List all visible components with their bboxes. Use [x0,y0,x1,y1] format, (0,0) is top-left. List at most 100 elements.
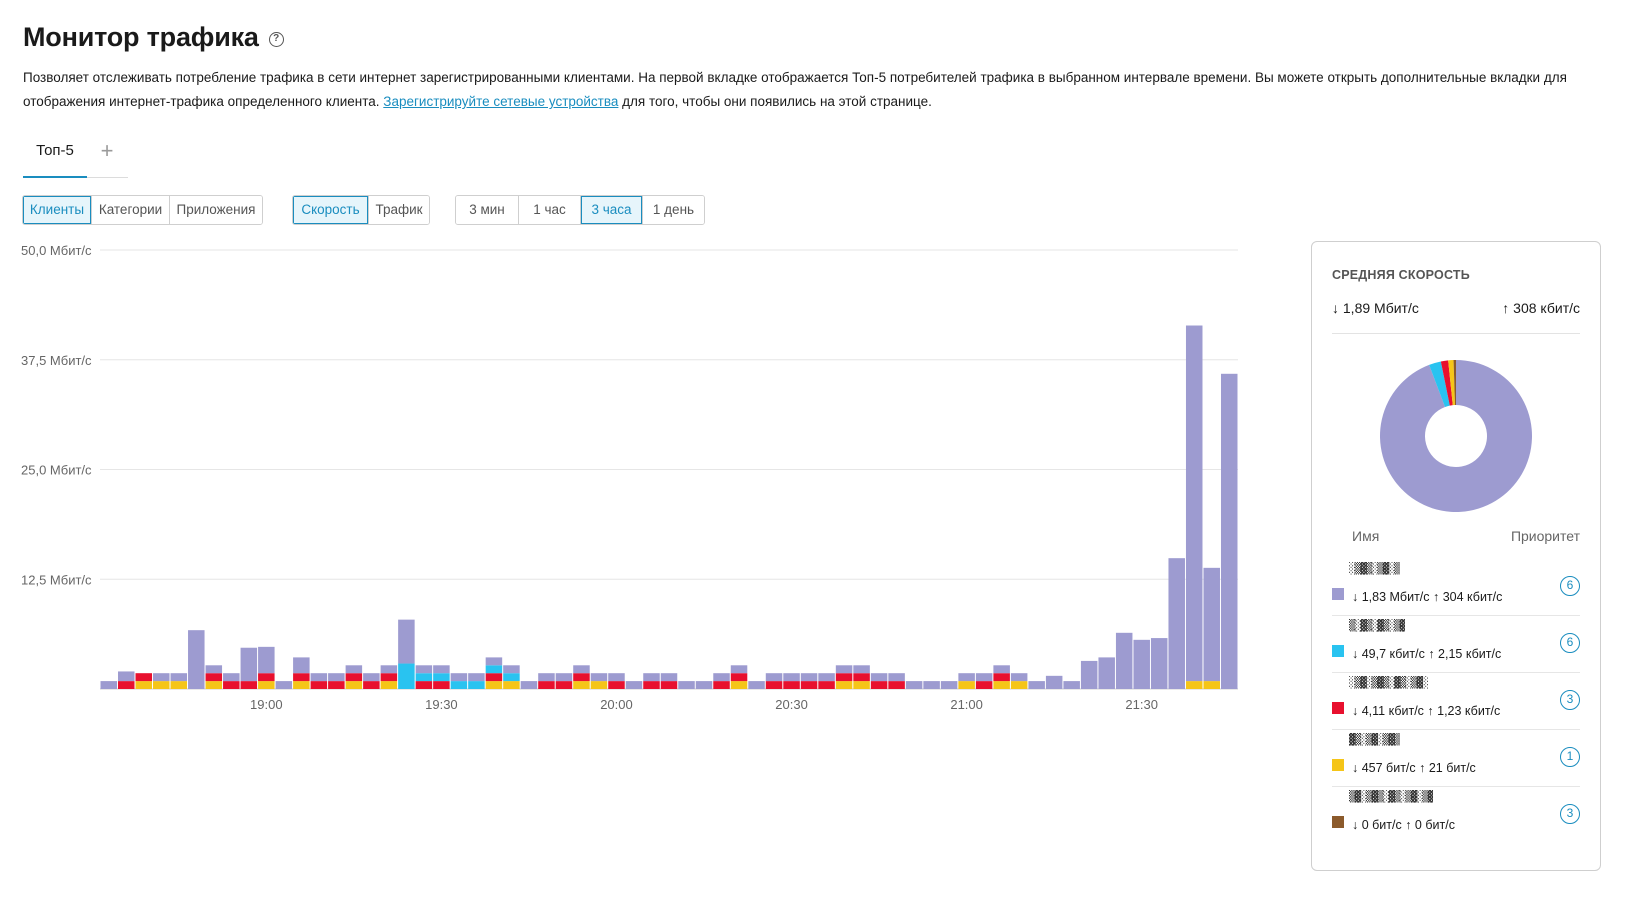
chart-bar[interactable] [1203,567,1220,682]
chart-bar[interactable] [380,673,398,682]
chart-bar[interactable] [660,673,678,682]
chart-bar[interactable] [713,673,730,682]
chart-bar[interactable] [1063,681,1080,689]
add-tab-button[interactable]: + [100,138,114,163]
chart-bar[interactable] [468,673,485,682]
chart-bar[interactable] [835,673,853,682]
chart-bar[interactable] [223,681,240,689]
chart-bar[interactable] [590,673,608,682]
chart-bar[interactable] [118,671,135,682]
chart-bar[interactable] [905,681,923,689]
chart-bar[interactable] [1168,558,1185,689]
chart-bar[interactable] [975,681,993,689]
chart-bar[interactable] [450,673,468,682]
chart-bar[interactable] [800,673,818,682]
metric-speed-button[interactable]: Скорость [293,196,368,224]
chart-bar[interactable] [433,665,450,674]
client-priority-badge[interactable]: 1 [1560,747,1580,767]
chart-bar[interactable] [118,681,135,689]
chart-bar[interactable] [713,681,730,689]
chart-bar[interactable] [223,673,240,682]
client-priority-badge[interactable]: 6 [1560,576,1580,596]
chart-bar[interactable] [625,681,643,689]
register-devices-link[interactable]: Зарегистрируйте сетевые устройства [383,94,619,109]
chart-bar[interactable] [555,681,573,689]
chart-bar[interactable] [730,681,748,689]
chart-bar[interactable] [503,665,520,674]
chart-bar[interactable] [1045,675,1063,689]
chart-bar[interactable] [608,673,625,682]
chart-bar[interactable] [1133,639,1150,689]
interval-1day-button[interactable]: 1 день [642,196,704,224]
chart-bar[interactable] [240,681,258,689]
chart-bar[interactable] [695,681,713,689]
chart-bar[interactable] [835,681,853,689]
client-row[interactable]: ▓▒░▒▓░▒▓▒ ↓ 457 бит/с ↑ 21 бит/с 1 [1332,729,1580,787]
chart-bar[interactable] [940,681,958,689]
chart-bar[interactable] [678,681,695,689]
chart-bar[interactable] [328,673,345,682]
chart-bar[interactable] [415,665,433,674]
chart-bar[interactable] [1028,681,1045,689]
client-priority-badge[interactable]: 3 [1560,804,1580,824]
client-row[interactable]: ▒░▓▒░▓▒░▒▓ ↓ 49,7 кбит/с ↑ 2,15 кбит/с 6 [1332,615,1580,673]
chart-bar[interactable] [328,681,345,689]
chart-bar[interactable] [485,673,503,682]
chart-bar[interactable] [503,673,520,682]
donut-slice[interactable] [1440,360,1453,406]
chart-bar[interactable] [573,665,590,674]
donut-slice[interactable] [1453,360,1456,406]
chart-bar[interactable] [853,673,870,682]
chart-bar[interactable] [800,681,818,689]
chart-bar[interactable] [993,673,1010,682]
interval-3hours-button[interactable]: 3 часа [580,196,642,224]
chart-bar[interactable] [415,673,433,682]
chart-bar[interactable] [135,681,153,689]
chart-bar[interactable] [468,681,485,689]
chart-bar[interactable] [958,673,975,682]
chart-bar[interactable] [293,681,310,689]
chart-bar[interactable] [310,673,328,682]
chart-bar[interactable] [345,673,363,682]
chart-bar[interactable] [538,673,555,682]
chart-bar[interactable] [450,681,468,689]
chart-bar[interactable] [993,681,1010,689]
chart-bar[interactable] [608,681,625,689]
chart-bar[interactable] [1010,681,1028,689]
client-row[interactable]: ░▒▓░▒▓▒░▓▒░▒▓░ ↓ 4,11 кбит/с ↑ 1,23 кбит/… [1332,672,1580,730]
chart-bar[interactable] [380,681,398,689]
chart-bar[interactable] [783,681,800,689]
chart-bar[interactable] [433,681,450,689]
chart-bar[interactable] [398,619,415,664]
chart-bar[interactable] [415,681,433,689]
chart-bar[interactable] [433,673,450,682]
chart-bar[interactable] [153,681,170,689]
donut-slice[interactable] [1429,361,1450,408]
client-row[interactable]: ▒▓░▒▓▒░▓▒░▒▓░▒▓ ↓ 0 бит/с ↑ 0 бит/с 3 [1332,786,1580,844]
chart-bar[interactable] [205,673,223,682]
chart-bar[interactable] [503,681,520,689]
metric-traffic-button[interactable]: Трафик [368,196,429,224]
chart-bar[interactable] [240,647,258,682]
chart-bar[interactable] [660,681,678,689]
client-row[interactable]: ░▒▓▒░▒▓░▒ ↓ 1,83 Мбит/с ↑ 304 кбит/с 6 [1332,558,1580,616]
interval-1hour-button[interactable]: 1 час [518,196,580,224]
chart-bar[interactable] [555,673,573,682]
chart-bar[interactable] [888,681,905,689]
chart-bar[interactable] [363,681,380,689]
interval-3min-button[interactable]: 3 мин [456,196,518,224]
chart-bar[interactable] [538,681,555,689]
chart-bar[interactable] [818,673,835,682]
chart-bar[interactable] [1150,638,1168,689]
chart-bar[interactable] [1098,657,1115,689]
chart-bar[interactable] [293,657,310,674]
chart-bar[interactable] [573,681,590,689]
chart-bar[interactable] [853,665,870,674]
chart-bar[interactable] [275,681,293,689]
chart-bar[interactable] [485,681,503,689]
chart-bar[interactable] [993,665,1010,674]
chart-bar[interactable] [835,665,853,674]
chart-bar[interactable] [590,681,608,689]
tab-top5[interactable]: Топ-5 [23,138,87,178]
chart-bar[interactable] [345,665,363,674]
